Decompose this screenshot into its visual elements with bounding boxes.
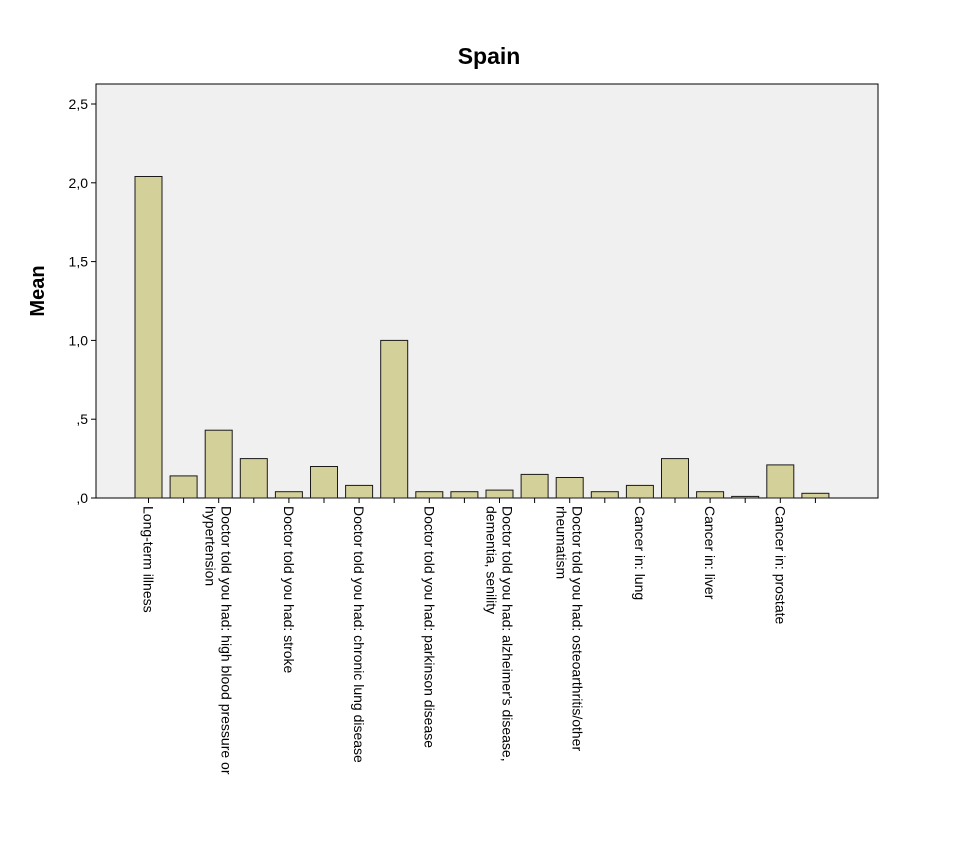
bar — [520, 473, 549, 499]
bar — [801, 492, 830, 499]
x-tick-label: Doctor told you had: stroke — [281, 506, 297, 674]
x-tick-label: Cancer in: prostate — [772, 506, 788, 624]
y-tick-label: ,0 — [76, 490, 88, 506]
x-tick-label: hypertension — [203, 506, 219, 586]
y-tick-label: 1,5 — [69, 254, 89, 270]
bar — [239, 458, 268, 499]
x-tick-label: Doctor told you had: alzheimer's disease… — [500, 506, 516, 762]
bar — [134, 176, 163, 499]
bar — [169, 475, 198, 499]
x-tick-label: Doctor told you had: osteoarthritis/othe… — [570, 506, 586, 751]
bar — [766, 464, 795, 499]
bar — [555, 477, 584, 499]
bar — [590, 491, 619, 499]
bar — [485, 489, 514, 499]
x-tick-label: rheumatism — [554, 506, 570, 579]
x-axis: Long-term illness Doctor told you had: hi… — [141, 498, 816, 775]
x-tick-label: Doctor told you had: chronic lung diseas… — [351, 506, 367, 763]
bar — [661, 458, 689, 499]
x-tick-label: Doctor told you had: parkinson disease — [421, 506, 437, 748]
bar — [274, 491, 303, 499]
x-tick-label: dementia, senility — [484, 506, 500, 614]
bars — [134, 176, 830, 499]
y-tick-label: ,5 — [76, 411, 88, 427]
bar — [310, 466, 338, 499]
y-tick-label: 2,0 — [69, 175, 89, 191]
y-tick-label: 1,0 — [69, 332, 89, 348]
bar — [450, 491, 479, 499]
bar — [696, 491, 725, 499]
y-tick-label: 2,5 — [69, 96, 89, 112]
x-tick-label: Doctor told you had: high blood pressure… — [219, 506, 235, 775]
bar — [415, 491, 444, 499]
bar — [731, 495, 760, 499]
bar — [380, 339, 409, 499]
x-tick-label: Long-term illness — [141, 506, 157, 613]
x-tick-label: Cancer in: lung — [632, 506, 648, 600]
bar — [625, 484, 654, 499]
bar — [204, 429, 233, 499]
chart-title: Spain — [458, 43, 521, 69]
y-axis-label: Mean — [27, 265, 49, 316]
x-tick-label: Cancer in: liver — [702, 506, 718, 600]
plot-area — [95, 83, 879, 499]
bar — [345, 484, 374, 499]
y-axis: ,0 ,5 1,0 1,5 2,0 2,5 — [69, 96, 96, 506]
